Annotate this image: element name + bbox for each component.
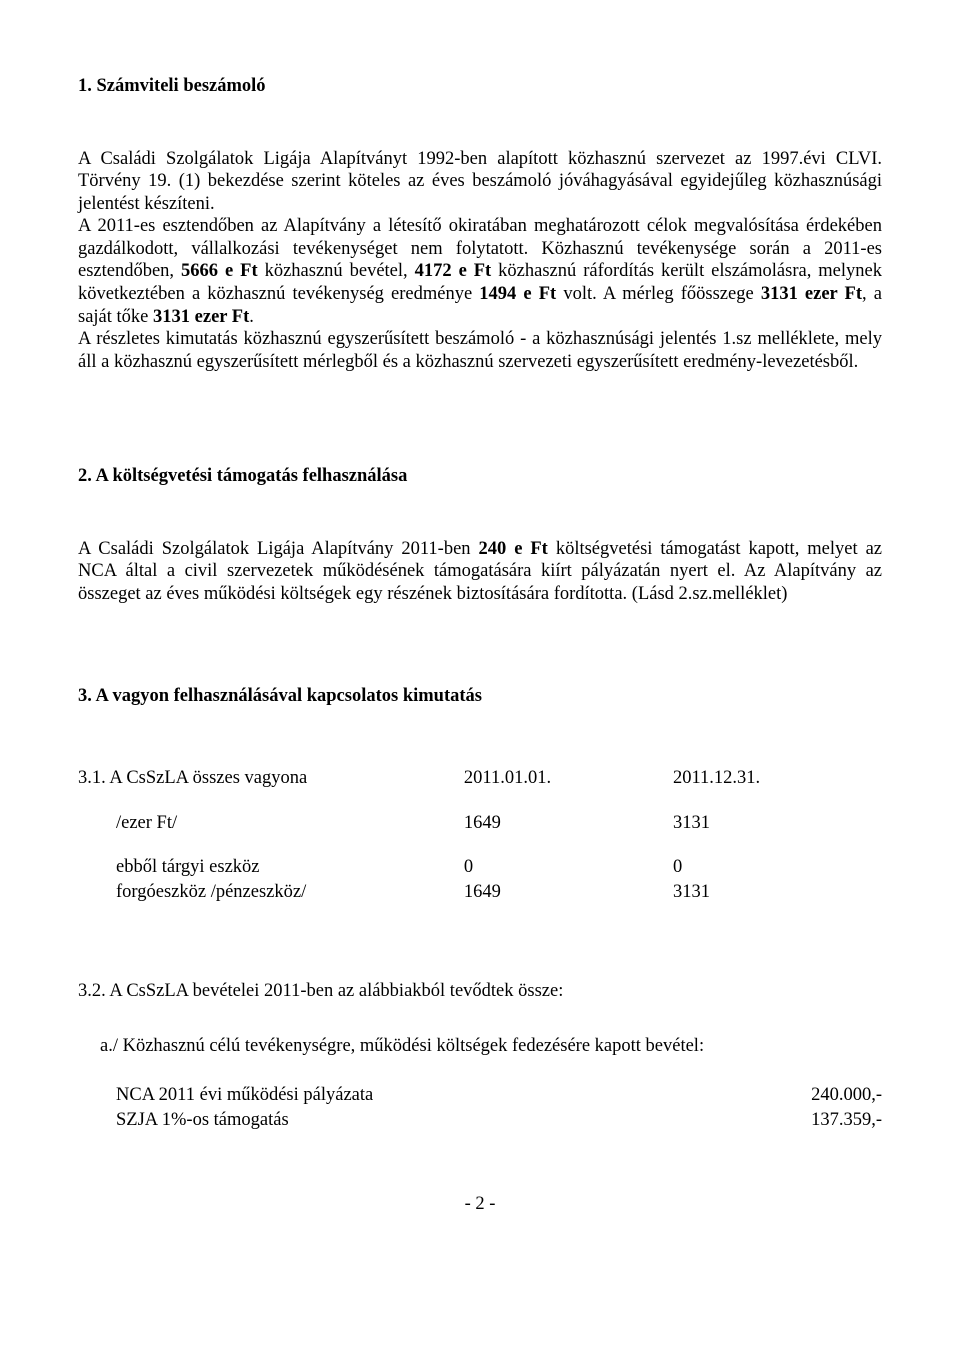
s1-text-mid-a: A 2011- [78,216,140,236]
s1-text-mid-g: . [249,307,254,327]
s2-text-a: A Családi Szolgálatok Ligája Alapítvány … [78,539,479,559]
s1-text-tail: A részletes kimutatás közhasznú egyszerű… [78,329,882,372]
section-3-2-line: 3.2. A CsSzLA bevételei 2011-ben az aláb… [78,980,882,1003]
s2-value: 240 e Ft [479,539,548,559]
assets-header-date1: 2011.01.01. [464,766,673,791]
assets-forgo-label: forgóeszköz /pénzeszköz/ [78,880,464,905]
assets-forgo-v1: 1649 [464,880,673,905]
assets-forgo-row: forgóeszköz /pénzeszköz/ 1649 3131 [78,880,882,905]
spacer [78,791,882,811]
section-3-heading: 3. A vagyon felhasználásával kapcsolatos… [78,685,882,708]
assets-unit-v2: 3131 [673,811,882,836]
section-2-body: A Családi Szolgálatok Ligája Alapítvány … [78,538,882,606]
revenue-szja-label: SZJA 1%-os támogatás [78,1108,721,1133]
section-2: 2. A költségvetési támogatás felhasználá… [78,465,882,605]
s1-value-3: 1494 e Ft [479,284,556,304]
revenue-nca-label: NCA 2011 évi működési pályázata [78,1083,721,1108]
assets-table: 3.1. A CsSzLA összes vagyona 2011.01.01.… [78,766,882,904]
assets-unit-row: /ezer Ft/ 1649 3131 [78,811,882,836]
revenue-row-szja: SZJA 1%-os támogatás 137.359,- [78,1108,882,1133]
assets-unit-v1: 1649 [464,811,673,836]
s1-text-mid-e: volt. A mérleg főösszege [556,284,761,304]
assets-header-date2: 2011.12.31. [673,766,882,791]
s1-text-pre: A Családi Szolgálatok Ligája Alapítványt… [78,149,882,214]
revenue-szja-value: 137.359,- [721,1108,882,1133]
s1-value-2: 4172 e Ft [415,261,492,281]
s1-value-4: 3131 ezer Ft [761,284,862,304]
section-1-body: A Családi Szolgálatok Ligája Alapítványt… [78,148,882,374]
assets-forgo-v2: 3131 [673,880,882,905]
assets-targy-label: ebből tárgyi eszköz [78,855,464,880]
s1-value-1: 5666 e Ft [181,261,258,281]
section-1: 1. Számviteli beszámoló A Családi Szolgá… [78,75,882,373]
assets-targy-v2: 0 [673,855,882,880]
page-number: - 2 - [78,1193,882,1216]
s1-text-mid-c: közhasznú bevétel, [258,261,415,281]
revenue-nca-value: 240.000,- [721,1083,882,1108]
s1-value-5: 3131 ezer Ft [153,307,249,327]
assets-header-row: 3.1. A CsSzLA összes vagyona 2011.01.01.… [78,766,882,791]
section-3: 3. A vagyon felhasználásával kapcsolatos… [78,685,882,1132]
assets-header-label: 3.1. A CsSzLA összes vagyona [78,766,464,791]
assets-unit-label: /ezer Ft/ [78,811,464,836]
revenue-row-nca: NCA 2011 évi működési pályázata 240.000,… [78,1083,882,1108]
section-1-heading: 1. Számviteli beszámoló [78,75,882,98]
revenue-table: NCA 2011 évi működési pályázata 240.000,… [78,1083,882,1132]
assets-targy-v1: 0 [464,855,673,880]
assets-targy-row: ebből tárgyi eszköz 0 0 [78,855,882,880]
section-2-heading: 2. A költségvetési támogatás felhasználá… [78,465,882,488]
spacer [78,835,882,855]
section-3-a-line: a./ Közhasznú célú tevékenységre, működé… [78,1035,882,1058]
